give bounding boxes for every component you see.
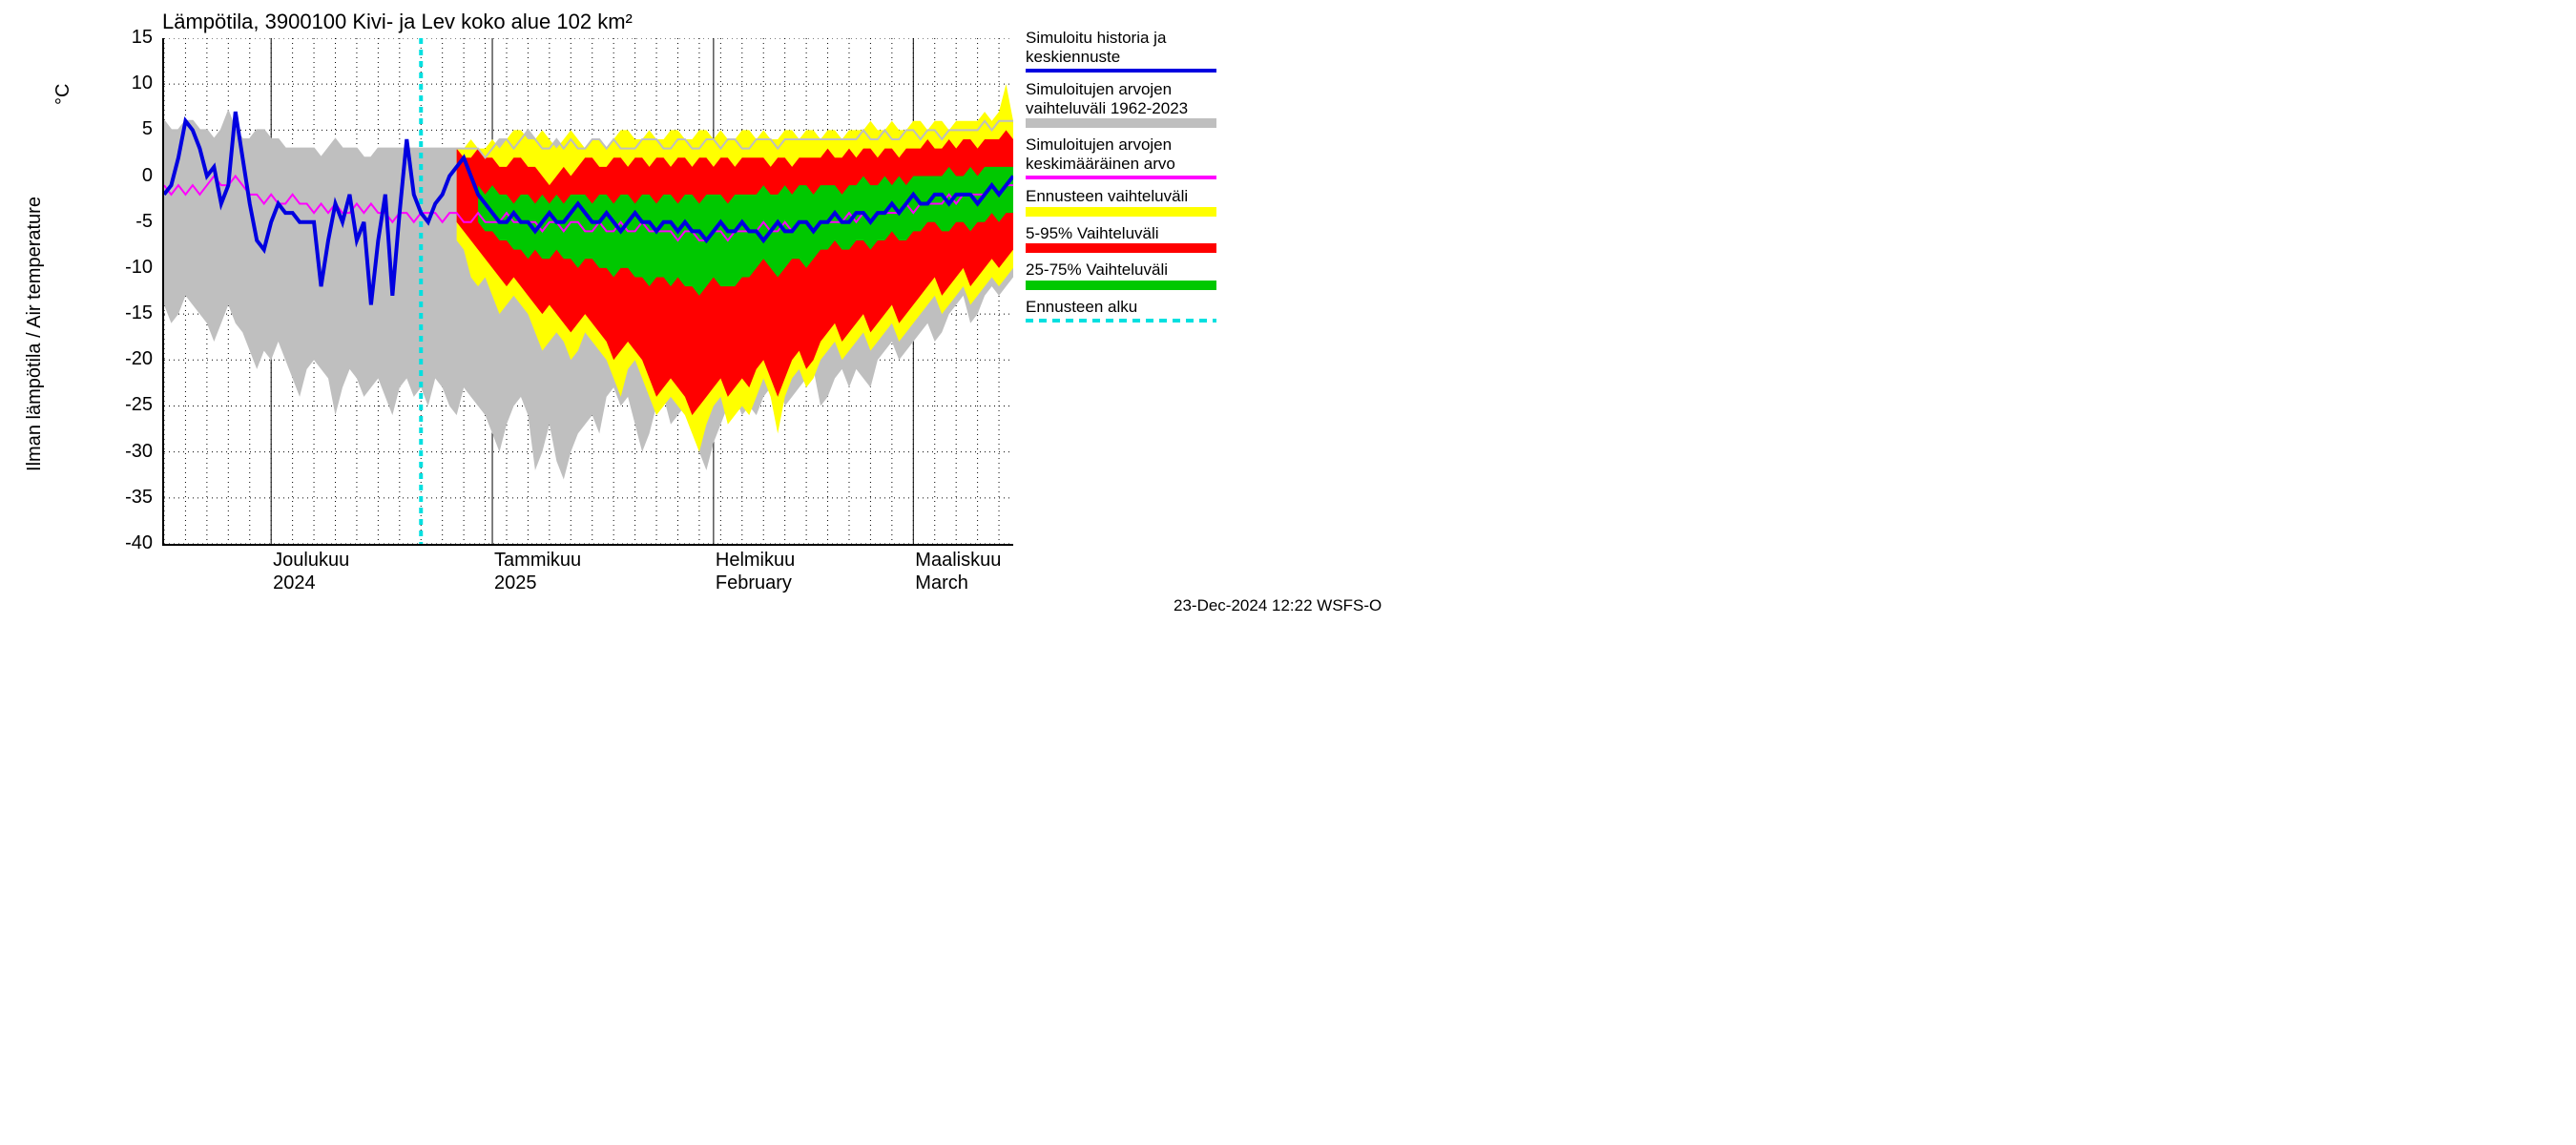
legend-item: 25-75% Vaihteluväli [1026,260,1426,290]
y-tick-label: 15 [105,27,153,49]
legend-text: vaihteluväli 1962-2023 [1026,99,1426,118]
x-tick-sublabel: February [716,572,792,594]
y-tick-label: -30 [105,441,153,463]
legend-item: Ennusteen vaihteluväli [1026,187,1426,217]
y-tick-label: 10 [105,73,153,94]
legend-swatch [1026,243,1216,253]
x-tick-sublabel: 2025 [494,572,537,594]
legend-text: Simuloitujen arvojen [1026,80,1426,99]
chart-figure: Lämpötila, 3900100 Kivi- ja Lev koko alu… [0,0,1431,636]
legend-item: Simuloitu historia jakeskiennuste [1026,29,1426,73]
y-tick-label: -35 [105,487,153,509]
legend-item: 5-95% Vaihteluväli [1026,224,1426,254]
legend-text: Simuloitu historia ja [1026,29,1426,48]
x-tick-sublabel: 2024 [273,572,316,594]
legend-item: Simuloitujen arvojenkeskimääräinen arvo [1026,135,1426,179]
legend-text: Ennusteen vaihteluväli [1026,187,1426,206]
x-tick-sublabel: March [915,572,968,594]
legend-swatch [1026,69,1216,73]
legend-swatch [1026,118,1216,128]
y-tick-label: -40 [105,532,153,554]
y-tick-label: -10 [105,257,153,279]
x-tick-label: Tammikuu [494,550,581,572]
x-tick-label: Joulukuu [273,550,349,572]
legend-swatch [1026,176,1216,179]
y-axis-unit: °C [52,84,74,105]
legend-item: Simuloitujen arvojenvaihteluväli 1962-20… [1026,80,1426,128]
y-tick-label: 5 [105,118,153,140]
legend-text: 5-95% Vaihteluväli [1026,224,1426,243]
legend-text: Ennusteen alku [1026,298,1426,317]
legend-swatch [1026,281,1216,290]
y-tick-label: -25 [105,394,153,416]
y-tick-label: -15 [105,302,153,324]
legend-text: 25-75% Vaihteluväli [1026,260,1426,280]
x-tick-label: Maaliskuu [915,550,1001,572]
legend-text: keskimääräinen arvo [1026,155,1426,174]
legend-text: keskiennuste [1026,48,1426,67]
legend-swatch [1026,207,1216,217]
chart-legend: Simuloitu historia jakeskiennusteSimuloi… [1026,29,1426,330]
y-axis-label: Ilman lämpötila / Air temperature [24,143,46,525]
y-tick-label: 0 [105,165,153,187]
chart-timestamp: 23-Dec-2024 12:22 WSFS-O [1174,596,1381,615]
legend-text: Simuloitujen arvojen [1026,135,1426,155]
y-tick-label: -20 [105,348,153,370]
x-tick-label: Helmikuu [716,550,795,572]
chart-title: Lämpötila, 3900100 Kivi- ja Lev koko alu… [162,10,633,34]
chart-plot-area [162,38,1013,546]
legend-swatch [1026,319,1216,323]
y-tick-label: -5 [105,211,153,233]
legend-item: Ennusteen alku [1026,298,1426,323]
